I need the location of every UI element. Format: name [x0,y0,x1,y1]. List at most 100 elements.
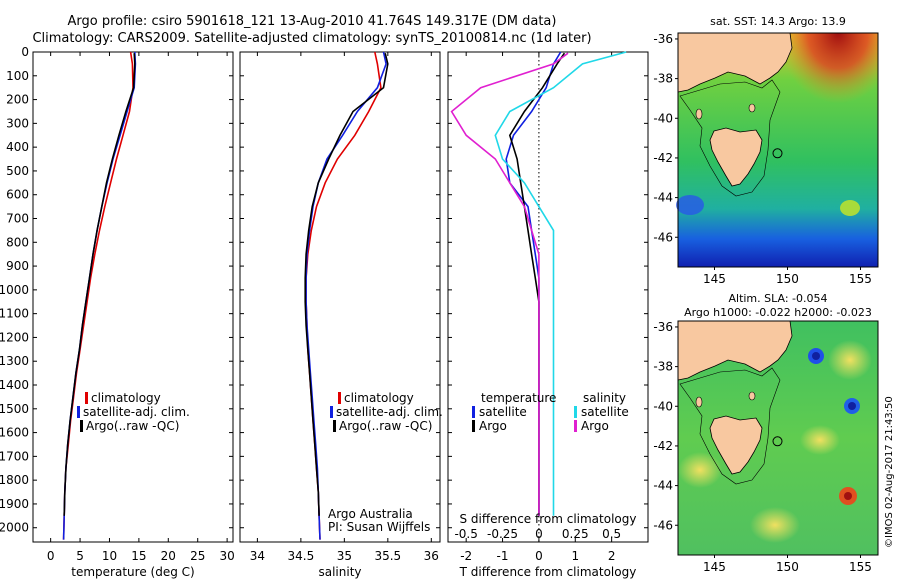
depth-tick-label: 500 [6,164,29,178]
sla-high-blob [750,507,800,543]
x-tick-label: -1 [497,549,509,563]
depth-tick-label: 700 [6,212,29,226]
credit-org: Argo Australia [328,507,413,521]
salinity-legend: climatology satellite-adj. clim. Argo(..… [330,391,443,433]
temperature-xlabel: temperature (deg C) [71,565,194,579]
legend-label-t-argo: Argo [479,419,507,433]
flinders-island-land [748,103,756,113]
x-tick-label: 1 [571,549,579,563]
salinity-satellite-adj-clim-line [305,51,387,540]
tasmania-land [709,127,763,187]
legend-label-climatology: climatology [91,391,161,405]
legend-label-argo: Argo(..raw -QC) [86,419,179,433]
credit-pi: PI: Susan Wijffels [328,520,430,534]
salinity-argo-raw-qc-line [304,53,389,516]
sst-map-frame [677,32,879,268]
depth-tick-label: 1200 [0,330,29,344]
shelf-contour [679,79,781,197]
sla-high-blob [828,340,872,380]
sla-low-eddy-core [812,352,820,360]
depth-tick-label: 1400 [0,378,29,392]
difference-legend: temperature salinity satellite Argo sate… [472,391,629,433]
temperature-plot-frame [32,51,234,543]
sst-map [676,32,879,268]
shelf-contour [679,367,781,485]
difference-plot-frame [447,51,649,543]
x-tick-label: 35 [337,549,352,563]
legend-label-satellite: satellite-adj. clim. [83,405,190,419]
x2-tick-label: 0.25 [562,527,589,541]
lat-tick-label: -42 [653,151,673,165]
tasmania-land [709,415,763,475]
lat-tick-label: -40 [653,399,673,413]
depth-tick-label: 0 [21,45,29,59]
flinders-island-land [748,391,756,401]
lat-tick-label: -46 [653,518,673,532]
lon-tick-label: 150 [776,560,799,574]
x-tick-label: 0 [47,549,55,563]
depth-tick-label: 1600 [0,426,29,440]
differences-salinity-argo-line [450,52,569,516]
depth-tick-label: 600 [6,188,29,202]
legend-swatch-s-argo [574,420,577,432]
x-tick-label: 15 [131,549,146,563]
axes-ticks-layer: 0100200300400500600700800900100011001200… [0,45,648,563]
lat-tick-label: -36 [653,320,673,334]
x-tick-label: 20 [161,549,176,563]
lon-tick-label: 145 [703,560,726,574]
legend-label-s-satellite: satellite [581,405,629,419]
lon-tick-label: 155 [849,560,872,574]
depth-tick-label: 1900 [0,497,29,511]
lat-tick-label: -44 [653,191,673,205]
sla-map-frame [677,320,879,556]
sla-map [677,320,879,556]
lat-tick-label: -42 [653,439,673,453]
depth-tick-label: 1800 [0,473,29,487]
x-tick-label: 10 [102,549,117,563]
legend-swatch-satellite [330,406,333,418]
depth-tick-label: 1100 [0,307,29,321]
depth-tick-label: 1500 [0,402,29,416]
legend-swatch-argo [80,420,83,432]
lat-tick-label: -38 [653,72,673,86]
figure-title-line1: Argo profile: csiro 5901618_121 13-Aug-2… [68,14,557,29]
depth-tick-label: 800 [6,235,29,249]
king-island-land [695,108,703,120]
depth-tick-label: 1000 [0,283,29,297]
difference-xlabel: T difference from climatology [459,565,637,579]
depth-tick-label: 1700 [0,449,29,463]
figure-title-line2: Climatology: CARS2009. Satellite-adjuste… [32,31,591,46]
legend-swatch-t-satellite [472,406,475,418]
depth-tick-label: 2000 [0,521,29,535]
salinity-plot-frame [239,51,441,543]
legend-swatch-climatology [85,392,88,404]
sla-map-axes: 145 150 155 -36 -38 -40 -42 -44 -46 [653,320,872,574]
x2-tick-label: 0 [535,527,543,541]
legend-header-temperature: temperature [481,391,556,405]
legend-label-s-argo: Argo [581,419,609,433]
legend-swatch-climatology [338,392,341,404]
depth-tick-label: 300 [6,116,29,130]
sst-green-eddy [840,200,860,216]
lat-tick-label: -44 [653,479,673,493]
mainland-land [677,320,793,381]
x-tick-label: 2 [608,549,616,563]
profile-series-layer [62,51,627,540]
x-tick-label: 34.5 [288,549,315,563]
x-tick-label: 35.5 [374,549,401,563]
lat-tick-label: -40 [653,111,673,125]
depth-tick-label: 200 [6,93,29,107]
x2-tick-label: -0.25 [487,527,518,541]
lat-tick-label: -46 [653,230,673,244]
legend-label-t-satellite: satellite [479,405,527,419]
x-tick-label: 30 [219,549,234,563]
lon-tick-label: 155 [849,272,872,286]
differences-salinity-satellite-line [494,51,627,516]
sla-high-eddy-core [844,492,852,500]
mainland-land [677,32,793,93]
salinity-xlabel: salinity [318,565,361,579]
depth-tick-label: 100 [6,69,29,83]
depth-tick-label: 1300 [0,354,29,368]
x2-tick-label: -0.5 [454,527,477,541]
legend-label-satellite: satellite-adj. clim. [336,405,443,419]
